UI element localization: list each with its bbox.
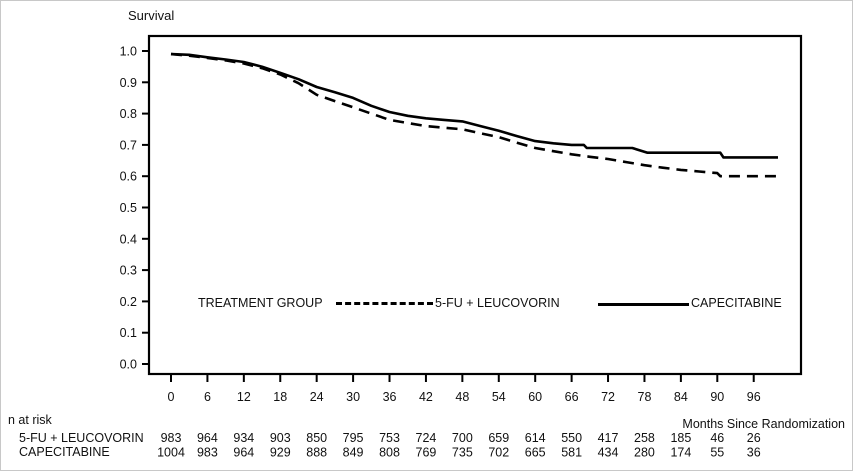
x-tick-label: 90 (710, 390, 724, 404)
risk-count: 964 (197, 431, 218, 445)
x-tick-label: 30 (346, 390, 360, 404)
y-axis-title: Survival (128, 8, 175, 23)
risk-count: 26 (747, 431, 761, 445)
risk-count: 929 (270, 446, 291, 460)
risk-count: 934 (233, 431, 254, 445)
x-tick-label: 24 (310, 390, 324, 404)
y-tick-label: 0.2 (120, 295, 137, 309)
risk-row-label-capecitabine: CAPECITABINE (19, 445, 110, 459)
risk-count: 769 (416, 446, 437, 460)
x-tick-label: 18 (273, 390, 287, 404)
x-tick-label: 48 (455, 390, 469, 404)
x-tick-label: 66 (565, 390, 579, 404)
plot-frame (147, 34, 803, 376)
risk-count: 581 (561, 446, 582, 460)
risk-count: 280 (634, 446, 655, 460)
y-tick-label: 0.0 (120, 358, 137, 372)
risk-count: 795 (343, 431, 364, 445)
risk-count: 724 (416, 431, 437, 445)
legend-solid-line-sample (598, 303, 689, 306)
x-tick-label: 96 (747, 390, 761, 404)
x-tick-label: 6 (204, 390, 211, 404)
x-tick-label: 72 (601, 390, 615, 404)
survival-curve-5-fu-leucovorin (170, 52, 778, 178)
x-tick-label: 42 (419, 390, 433, 404)
legend-label-capecitabine: CAPECITABINE (691, 296, 782, 310)
risk-count: 417 (598, 431, 619, 445)
risk-count: 434 (598, 446, 619, 460)
risk-count: 185 (670, 431, 691, 445)
x-tick-label: 84 (674, 390, 688, 404)
legend-label-5fu-leucovorin: 5-FU + LEUCOVORIN (435, 296, 560, 310)
x-axis-title: Months Since Randomization (682, 417, 845, 431)
x-tick-label: 60 (528, 390, 542, 404)
y-tick-label: 0.9 (120, 76, 137, 90)
risk-count: 55 (710, 446, 724, 460)
risk-count: 888 (306, 446, 327, 460)
y-tick-label: 0.6 (120, 170, 137, 184)
risk-count: 614 (525, 431, 546, 445)
x-tick-label: 78 (638, 390, 652, 404)
risk-count: 903 (270, 431, 291, 445)
risk-count: 964 (233, 446, 254, 460)
y-tick-label: 0.8 (120, 107, 137, 121)
risk-count: 174 (670, 446, 691, 460)
risk-count: 849 (343, 446, 364, 460)
risk-count: 735 (452, 446, 473, 460)
risk-row-label-5fu-leucovorin: 5-FU + LEUCOVORIN (19, 431, 144, 445)
x-tick-label: 54 (492, 390, 506, 404)
risk-count: 983 (197, 446, 218, 460)
y-tick-label: 0.3 (120, 264, 137, 278)
survival-curve-capecitabine (170, 52, 778, 159)
risk-count: 659 (488, 431, 509, 445)
risk-count: 1004 (157, 446, 185, 460)
risk-count: 258 (634, 431, 655, 445)
risk-count: 36 (747, 446, 761, 460)
legend-dashed-line-sample (336, 302, 433, 305)
x-tick-label: 0 (168, 390, 175, 404)
risk-count: 850 (306, 431, 327, 445)
legend-title: TREATMENT GROUP (198, 296, 323, 310)
n-at-risk-title: n at risk (8, 413, 52, 427)
risk-count: 808 (379, 446, 400, 460)
y-tick-label: 0.5 (120, 201, 137, 215)
risk-count: 550 (561, 431, 582, 445)
risk-count: 665 (525, 446, 546, 460)
risk-count: 702 (488, 446, 509, 460)
y-tick-label: 0.4 (120, 232, 137, 246)
x-tick-label: 36 (383, 390, 397, 404)
risk-count: 46 (710, 431, 724, 445)
y-tick-label: 0.7 (120, 138, 137, 152)
risk-count: 753 (379, 431, 400, 445)
risk-count: 983 (161, 431, 182, 445)
x-tick-label: 12 (237, 390, 251, 404)
y-tick-label: 0.1 (120, 326, 137, 340)
y-tick-label: 1.0 (120, 45, 137, 59)
risk-count: 700 (452, 431, 473, 445)
